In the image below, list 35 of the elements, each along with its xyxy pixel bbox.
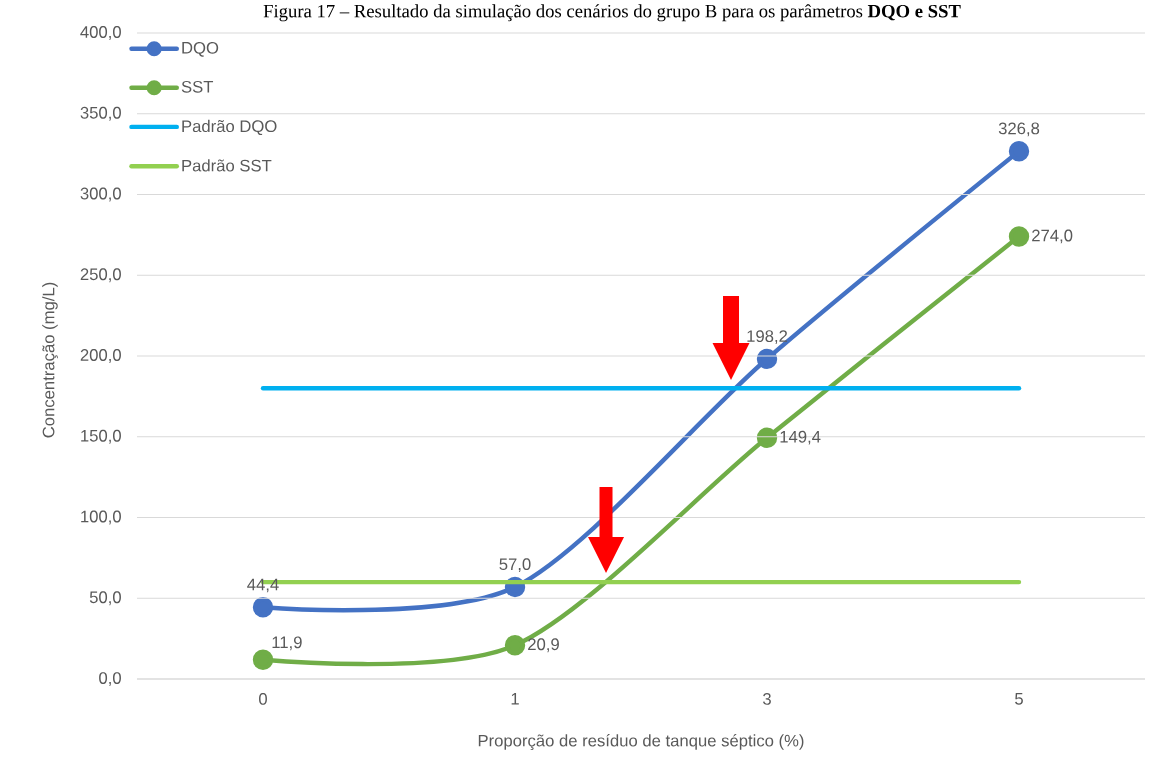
- data-label: 274,0: [1032, 229, 1073, 244]
- data-label: 198,2: [747, 330, 788, 344]
- x-tick-label: 3: [763, 693, 771, 705]
- point: [756, 427, 778, 448]
- y-tick-label: 350,0: [80, 106, 121, 121]
- data-label: 326,8: [998, 122, 1040, 137]
- x-axis-title: Proporção de resíduo de tanque séptico (%): [478, 734, 804, 750]
- y-tick-label: 300,0: [80, 187, 121, 202]
- data-label: 57,0: [499, 558, 531, 573]
- y-axis-title: Concentração (mg/L): [42, 282, 58, 438]
- chart-title: Figura 17 – Resultado da simulação dos cenários do grupo B para os parâmetros DQO e SST: [263, 4, 961, 22]
- y-tick-label: 250,0: [80, 268, 121, 283]
- point: [252, 649, 274, 670]
- x-tick-label: 1: [511, 693, 519, 705]
- point: [756, 348, 778, 370]
- data-label: 44,4: [247, 578, 279, 593]
- point: [1008, 141, 1030, 162]
- x-tick-label: 0: [259, 693, 267, 705]
- legend-label: DQO: [182, 41, 219, 57]
- y-tick-label: 200,0: [80, 349, 121, 363]
- y-tick-label: 50,0: [89, 591, 121, 606]
- data-label: 11,9: [272, 636, 302, 651]
- point: [504, 635, 526, 656]
- data-label: 149,4: [780, 430, 821, 445]
- x-tick-label: 5: [1015, 693, 1023, 705]
- y-tick-label: 0,0: [99, 672, 121, 686]
- point: [1008, 226, 1030, 247]
- data-label: 20,9: [528, 638, 559, 653]
- y-tick-label: 100,0: [81, 510, 121, 525]
- legend-label: SST: [181, 80, 214, 93]
- y-tick-label: 400,0: [80, 26, 121, 40]
- legend-label: Padrão SST: [182, 159, 272, 172]
- y-tick-label: 150,0: [81, 429, 121, 444]
- point: [252, 597, 274, 618]
- legend-label: Padrão DQO: [182, 119, 277, 136]
